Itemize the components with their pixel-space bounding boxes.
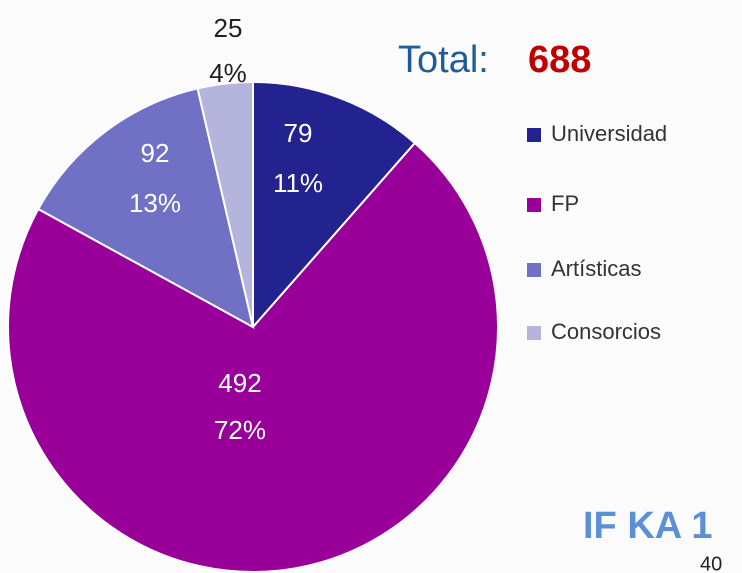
- pie-slice: [36, 87, 255, 329]
- annotation: 40: [700, 553, 722, 573]
- value-label: 492: [218, 368, 261, 398]
- total-value: 688: [528, 39, 591, 81]
- pie-slice: [196, 80, 254, 328]
- legend-swatch: [527, 326, 541, 340]
- legend-label: Universidad: [551, 121, 667, 146]
- annotation: IF KA 1: [583, 505, 713, 547]
- value-label: 79: [284, 118, 313, 148]
- legend-label: Artísticas: [551, 256, 641, 281]
- legend-label: Consorcios: [551, 319, 661, 344]
- legend-label: FP: [551, 191, 579, 216]
- legend-swatch: [527, 263, 541, 277]
- percent-label: 11%: [273, 168, 323, 198]
- value-label: 92: [141, 138, 170, 168]
- legend-swatch: [527, 128, 541, 142]
- percent-label: 72%: [214, 415, 266, 445]
- legend-swatch: [527, 198, 541, 212]
- percent-label: 4%: [209, 58, 247, 88]
- pie-slice: [7, 141, 499, 573]
- percent-label: 13%: [129, 188, 181, 218]
- value-label: 25: [214, 13, 243, 43]
- pie-slice: [252, 80, 417, 330]
- total-label: Total:: [398, 39, 489, 81]
